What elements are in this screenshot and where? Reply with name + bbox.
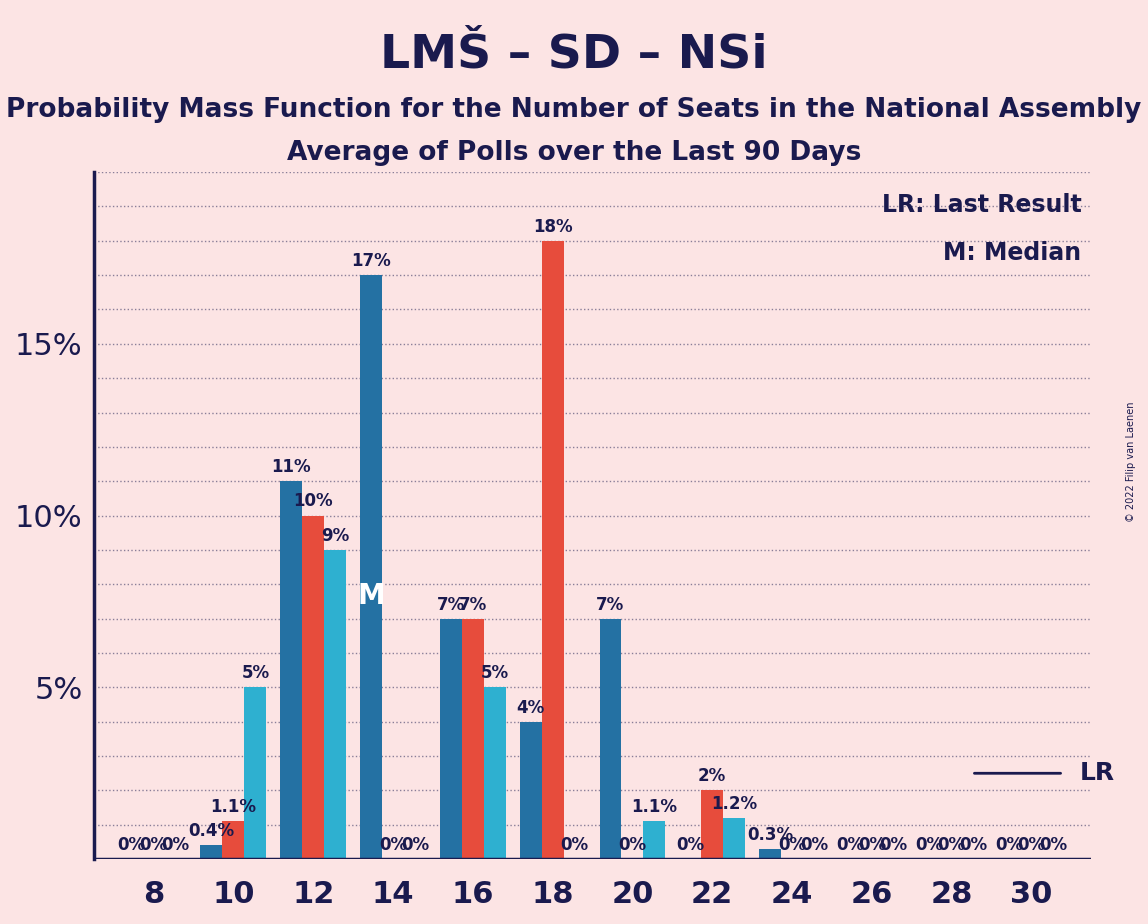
Text: 2%: 2% [698,767,727,785]
Text: M: Median: M: Median [944,241,1081,265]
Text: M: M [357,582,385,611]
Text: 0%: 0% [676,836,705,854]
Text: 0%: 0% [836,836,864,854]
Bar [759,849,781,859]
Text: 1.1%: 1.1% [210,798,256,816]
Text: 7%: 7% [459,596,487,614]
Text: 7%: 7% [436,596,465,614]
Bar [599,619,621,859]
Text: 0%: 0% [916,836,944,854]
Text: 0%: 0% [117,836,146,854]
Text: 9%: 9% [321,527,349,545]
Bar [245,687,266,859]
Text: 11%: 11% [271,458,311,476]
Text: 0%: 0% [162,836,189,854]
Text: 7%: 7% [596,596,625,614]
Bar [542,241,564,859]
Text: 0%: 0% [938,836,965,854]
Text: 5%: 5% [241,664,270,682]
Text: 0%: 0% [858,836,886,854]
Text: 4%: 4% [517,699,545,717]
Text: 0%: 0% [800,836,828,854]
Text: 10%: 10% [294,492,333,510]
Text: 1.1%: 1.1% [631,798,677,816]
Bar [483,687,506,859]
Text: 0%: 0% [140,836,168,854]
Bar [461,619,483,859]
Text: 0%: 0% [379,836,408,854]
Text: 0%: 0% [401,836,429,854]
Bar [723,818,745,859]
Text: LR: LR [1079,761,1115,785]
Text: 17%: 17% [351,252,391,270]
Text: 0%: 0% [560,836,589,854]
Bar [280,481,302,859]
Text: 0%: 0% [619,836,646,854]
Text: Probability Mass Function for the Number of Seats in the National Assembly: Probability Mass Function for the Number… [6,97,1142,123]
Bar [520,722,542,859]
Text: 0.4%: 0.4% [188,822,234,840]
Text: 0%: 0% [778,836,806,854]
Bar [440,619,461,859]
Bar [701,790,723,859]
Text: Average of Polls over the Last 90 Days: Average of Polls over the Last 90 Days [287,140,861,166]
Text: 18%: 18% [533,218,573,236]
Text: 0%: 0% [879,836,908,854]
Text: 0%: 0% [1039,836,1068,854]
Text: 0%: 0% [960,836,987,854]
Bar [360,275,382,859]
Bar [223,821,245,859]
Text: © 2022 Filip van Laenen: © 2022 Filip van Laenen [1126,402,1135,522]
Bar [302,516,324,859]
Bar [324,550,347,859]
Text: LR: Last Result: LR: Last Result [882,193,1081,217]
Text: 0%: 0% [1017,836,1046,854]
Text: 1.2%: 1.2% [711,795,758,813]
Bar [201,845,223,859]
Text: 0.3%: 0.3% [747,826,793,844]
Text: 5%: 5% [481,664,509,682]
Text: LMŠ – SD – NSi: LMŠ – SD – NSi [380,32,768,78]
Text: 0%: 0% [995,836,1024,854]
Bar [643,821,666,859]
